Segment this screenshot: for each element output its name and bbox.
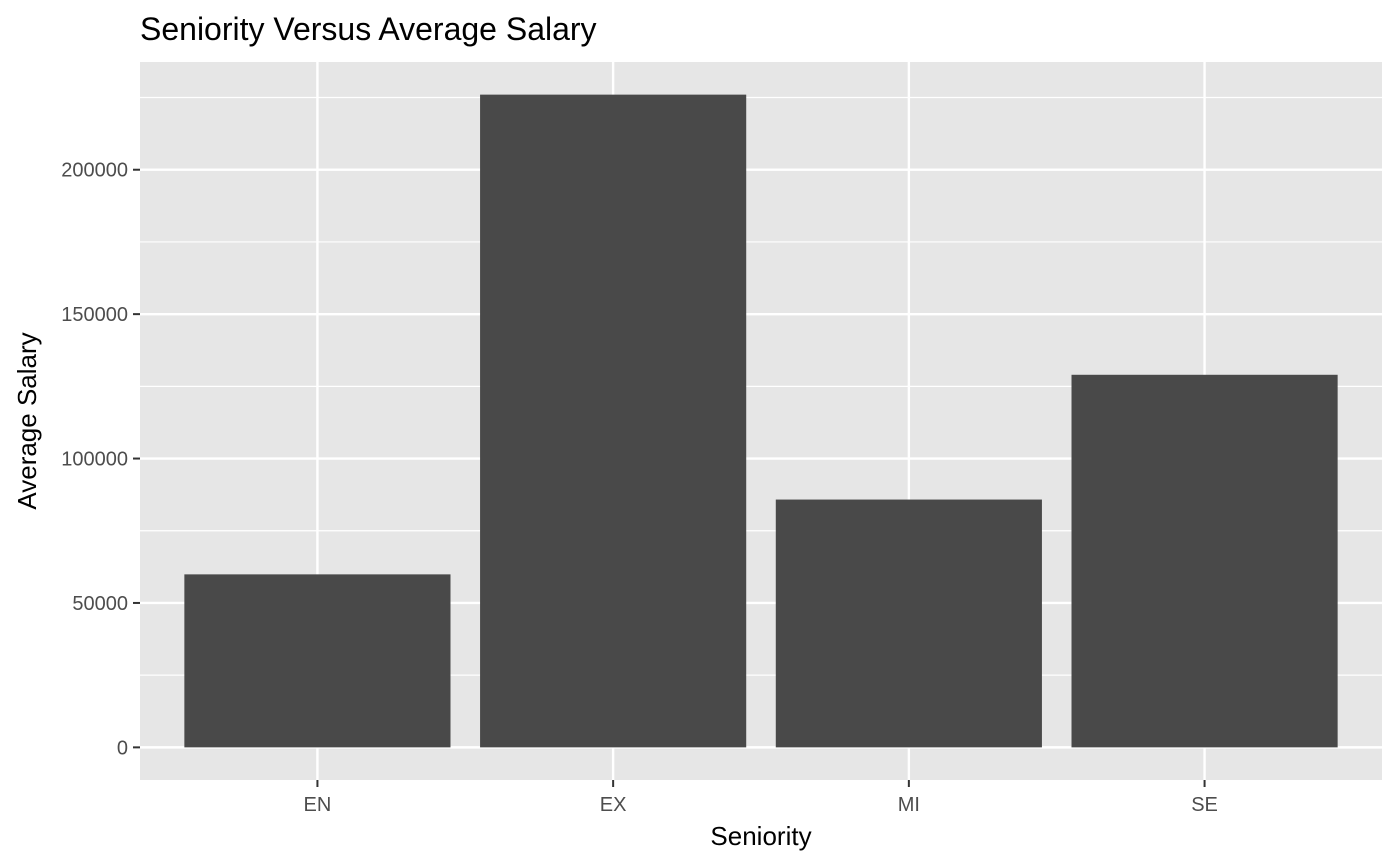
bar-se <box>1071 374 1338 748</box>
bar-ex <box>480 94 747 748</box>
x-tick-label: EN <box>304 794 332 816</box>
y-tick-label: 150000 <box>61 304 128 326</box>
x-axis: EN EX MI SE <box>304 780 1218 816</box>
y-tick-label: 200000 <box>61 160 128 182</box>
y-axis-title: Average Salary <box>12 332 42 509</box>
bars <box>184 94 1338 748</box>
x-tick-label: MI <box>898 794 920 816</box>
x-tick-label: EX <box>600 794 627 816</box>
y-tick-label: 50000 <box>72 593 128 615</box>
y-axis: 0 50000 100000 150000 200000 <box>61 160 140 759</box>
bar-mi <box>775 499 1042 748</box>
y-tick-label: 0 <box>117 737 128 759</box>
chart-title: Seniority Versus Average Salary <box>140 11 597 47</box>
x-tick-label: SE <box>1191 794 1218 816</box>
y-tick-label: 100000 <box>61 449 128 471</box>
bar-en <box>184 574 451 748</box>
x-axis-title: Seniority <box>710 821 811 851</box>
